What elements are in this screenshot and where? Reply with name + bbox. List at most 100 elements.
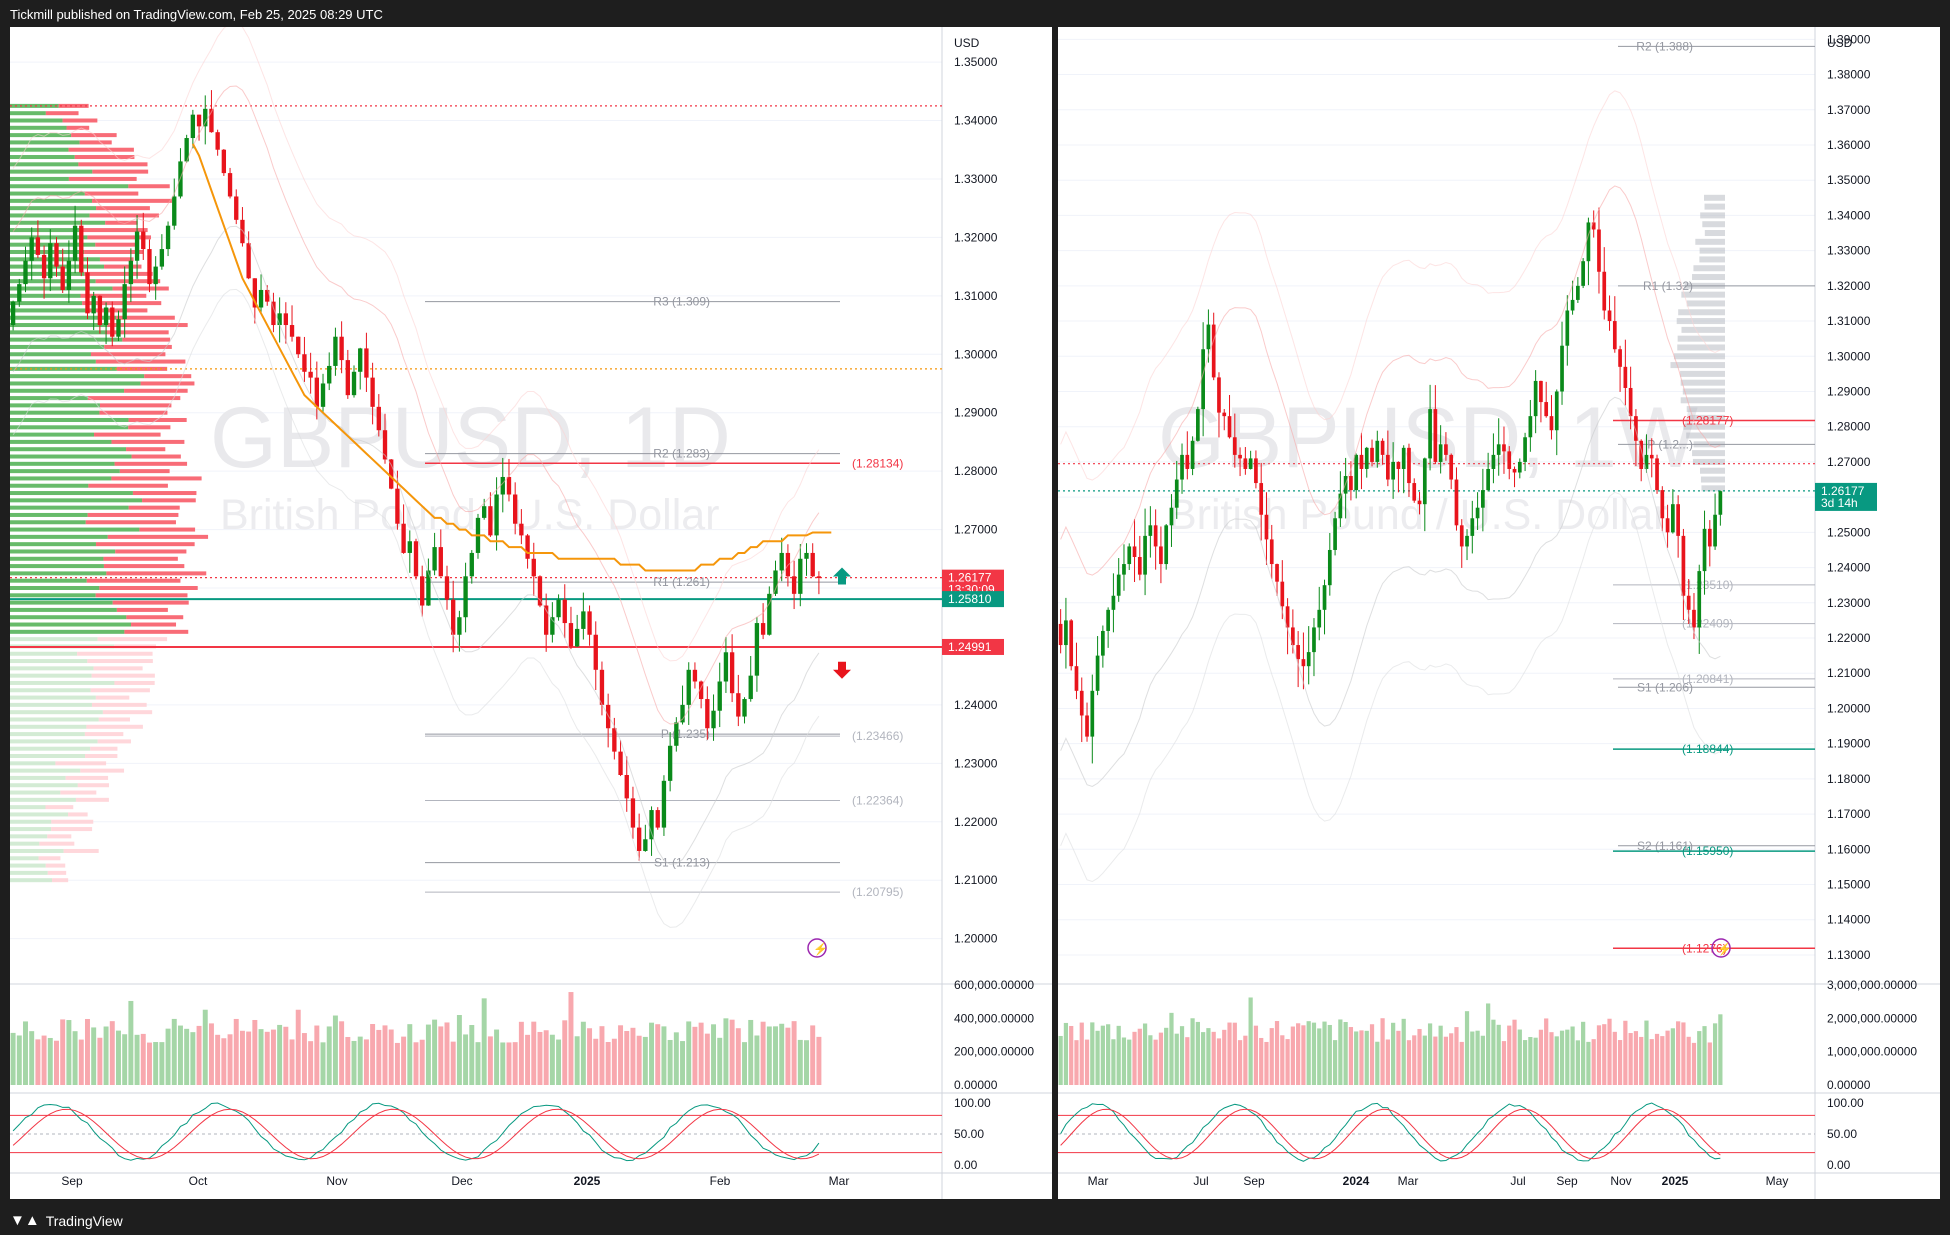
candle-body — [1428, 409, 1432, 459]
volume-profile-down — [52, 878, 69, 883]
volume-profile-down — [114, 680, 155, 685]
candle-body — [258, 289, 264, 308]
candle-body — [1153, 525, 1158, 547]
candle-body — [1248, 458, 1253, 469]
time-axis-label: Mar — [1088, 1174, 1109, 1188]
volume-bar — [1164, 1027, 1169, 1085]
volume-profile-down — [71, 133, 117, 138]
volume-bar — [1327, 1024, 1332, 1085]
candle-body — [1649, 454, 1654, 459]
daily-chart-svg[interactable]: 1.35000 1.34000 1.33000 1.32000 1.31000 1.300… — [10, 27, 1052, 1199]
volume-bar — [283, 1026, 289, 1085]
candle-body — [184, 138, 189, 162]
candle-body — [655, 810, 660, 828]
candle-body — [1639, 440, 1644, 469]
price-tick-label: 1.17000 — [1827, 807, 1871, 821]
candle-body — [339, 336, 344, 361]
candle-body — [1586, 222, 1591, 262]
volume-bar — [177, 1025, 183, 1085]
volume-bar — [1433, 1036, 1438, 1085]
volume-profile-down — [47, 870, 67, 875]
price-tick-label: 1.14000 — [1827, 913, 1871, 927]
volume-profile-down — [87, 659, 153, 664]
volume-bar — [1222, 1029, 1227, 1085]
volume-bar — [810, 1025, 816, 1085]
volume-profile-up — [10, 819, 52, 824]
candle-body — [1238, 454, 1242, 459]
volume-profile-bar — [1678, 309, 1725, 316]
volume-profile-up — [10, 556, 104, 561]
volume-bar — [1623, 1020, 1628, 1085]
candle-body — [97, 295, 103, 326]
price-tick-label: 1.29000 — [1827, 384, 1871, 398]
volume-bar — [1665, 1030, 1670, 1085]
volume-profile-down — [131, 454, 181, 459]
volume-bar — [1596, 1025, 1602, 1085]
volume-bar — [1243, 1035, 1248, 1085]
volume-profile-bar — [1681, 326, 1725, 333]
volume-profile-up — [10, 710, 103, 715]
volume-bar — [1216, 1038, 1222, 1085]
volume-profile-down — [95, 593, 188, 598]
daily-chart-panel[interactable]: 1.35000 1.34000 1.33000 1.32000 1.31000 1.300… — [10, 27, 1052, 1199]
candle-body — [1349, 476, 1353, 491]
candle-body — [754, 623, 760, 676]
candle-body — [760, 623, 766, 635]
weekly-chart-panel[interactable]: 1.39000 1.38000 1.37000 1.36000 1.35000 1.340… — [1058, 27, 1940, 1199]
candle-body — [296, 336, 301, 355]
volume-bar — [1512, 1019, 1517, 1085]
volume-profile-up — [10, 374, 145, 379]
volume-profile-down — [126, 447, 166, 452]
candle-body — [599, 669, 605, 705]
volume-bar — [711, 1024, 717, 1085]
volume-bar — [1538, 1029, 1544, 1085]
candle-body — [1206, 324, 1211, 350]
candle-body — [1254, 458, 1258, 484]
price-tick-label: 1.27000 — [954, 523, 998, 537]
price-tick-label: 1.22000 — [1827, 631, 1871, 645]
pivot-label: R3 (1.309) — [653, 295, 710, 309]
price-badge-value: 1.24991 — [948, 640, 992, 654]
volume-bar — [816, 1036, 822, 1085]
volume-profile-down — [89, 213, 159, 218]
candle-body — [1560, 345, 1564, 392]
tradingview-logo[interactable]: ▼▲ TradingView — [10, 1212, 123, 1229]
volume-profile-up — [10, 491, 133, 496]
price-tick-label: 1.32000 — [1827, 279, 1871, 293]
candle-body — [85, 272, 90, 314]
volume-profile-up — [10, 783, 78, 788]
volume-profile-bar — [1670, 362, 1725, 369]
weekly-chart-svg[interactable]: 1.39000 1.38000 1.37000 1.36000 1.35000 1.340… — [1058, 27, 1940, 1199]
candle-body — [103, 307, 109, 326]
currency-label: USD — [954, 36, 980, 50]
volume-profile-down — [38, 856, 61, 861]
volume-tick-label: 0.00000 — [954, 1078, 998, 1092]
candle-body — [1628, 387, 1633, 417]
volume-profile-up — [10, 797, 76, 802]
stochastic-d-line — [12, 1108, 820, 1160]
volume-bar — [425, 1024, 431, 1085]
volume-profile-bar — [1673, 353, 1725, 360]
candle-body — [1327, 549, 1332, 586]
volume-profile-down — [39, 841, 75, 846]
volume-profile-down — [94, 432, 161, 437]
candle-body — [35, 237, 41, 255]
volume-bar — [1443, 1036, 1449, 1085]
volume-bar — [766, 1026, 772, 1085]
candle-body — [1422, 458, 1427, 505]
volume-bar — [1449, 1033, 1454, 1085]
level-label: (1.20841) — [1682, 672, 1733, 686]
volume-profile-down — [122, 337, 171, 342]
candle-body — [1137, 557, 1142, 575]
volume-bar — [779, 1023, 785, 1085]
volume-tick-label: 1,000,000.00000 — [1827, 1045, 1917, 1059]
candle-body — [1544, 402, 1549, 417]
volume-bar — [202, 1009, 208, 1085]
volume-bar — [1412, 1035, 1417, 1085]
candle-body — [1243, 458, 1248, 469]
volume-bar — [537, 1031, 543, 1085]
candle-body — [116, 319, 121, 337]
candle-body — [717, 681, 722, 711]
candle-body — [246, 243, 251, 279]
candle-body — [1333, 518, 1337, 550]
